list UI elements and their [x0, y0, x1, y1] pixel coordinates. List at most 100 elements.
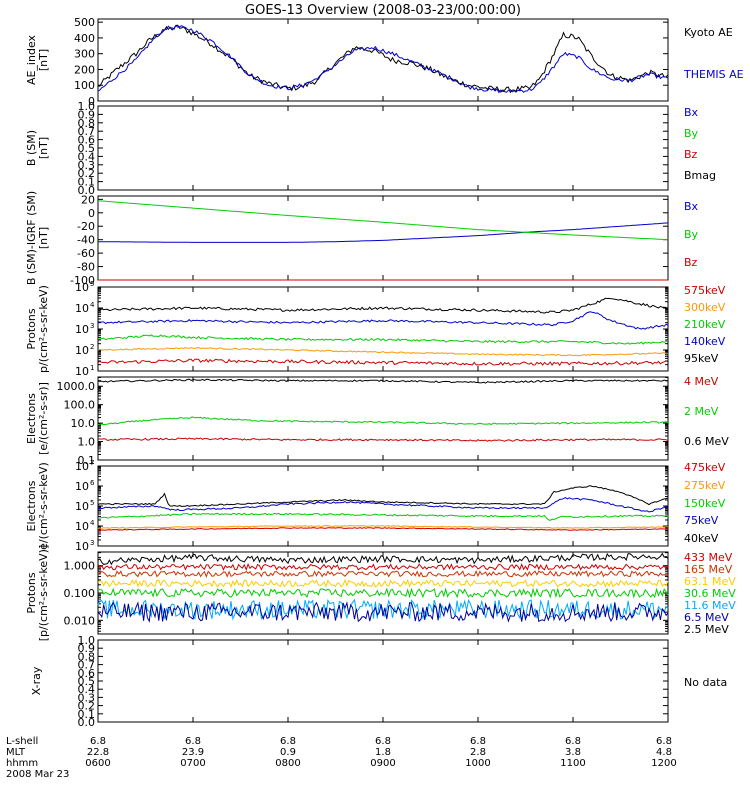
series-line-protons1-210keV — [98, 334, 669, 345]
ytick-exp-electrons2: 7 — [90, 459, 94, 467]
ytick-label-electrons1: 10.0 — [71, 417, 96, 430]
series-line-electrons1-0.6-MeV — [98, 378, 669, 384]
ylabel-electrons2: Electrons — [25, 480, 38, 531]
ytick-label-protons1: 10 — [75, 323, 89, 336]
legend-electrons2-275keV: 275keV — [684, 479, 726, 492]
ylabel-electrons1: [e/(cm²-s-sr)] — [37, 382, 50, 455]
ytick-label-protons1: 10 — [75, 302, 89, 315]
legend-electrons2-40keV: 40keV — [684, 532, 719, 545]
ytick-label-bigrf: -100 — [70, 274, 95, 287]
xaxis-row-value: 0800 — [275, 758, 300, 769]
series-line-electrons1-2-MeV — [97, 416, 669, 426]
series-line-protons2-165-MeV — [97, 569, 669, 579]
xaxis-row-value: 6.8 — [565, 736, 581, 747]
legend-protons2-6.5-MeV: 6.5 MeV — [684, 611, 729, 624]
ytick-exp-protons1: 3 — [90, 322, 94, 330]
series-line-electrons2-75keV — [97, 497, 669, 513]
legend-electrons2-75keV: 75keV — [684, 514, 719, 527]
ytick-label-ae: 100 — [74, 79, 95, 92]
ytick-label-bigrf: 20 — [81, 193, 95, 206]
series-line-electrons2-475keV — [97, 527, 669, 531]
ylabel-protons1: Protons — [25, 308, 38, 349]
ytick-label-ae: 0 — [88, 95, 95, 108]
ytick-label-protons2: 1.000 — [64, 560, 96, 573]
xaxis-row-value: 0.9 — [280, 747, 296, 758]
legend-ae-THEMIS-AE: THEMIS AE — [683, 68, 744, 81]
ytick-label-bigrf: -80 — [77, 261, 95, 274]
series-line-ae-Kyoto-AE — [97, 24, 669, 94]
ytick-label-xray: 0.9 — [78, 642, 96, 655]
ytick-label-bigrf: -40 — [77, 234, 95, 247]
ytick-label-ae: 300 — [74, 48, 95, 61]
ytick-label-bsm: 0.6 — [78, 134, 96, 147]
ytick-label-xray: 0.8 — [78, 650, 96, 663]
ylabel-protons2: Protons — [25, 572, 38, 613]
legend-bsm-By: By — [684, 127, 699, 140]
series-line-bigrf-By — [97, 200, 669, 241]
series-line-protons1-575keV — [97, 358, 669, 367]
legend-electrons2-150keV: 150keV — [684, 497, 726, 510]
legend-protons2-433-MeV: 433 MeV — [684, 551, 733, 564]
series-line-protons2-11.6-MeV — [97, 598, 669, 621]
ytick-label-electrons1: 1000.0 — [57, 380, 96, 393]
ylabel-ae: AE_index — [25, 34, 38, 85]
ytick-label-xray: 0.0 — [78, 716, 96, 729]
legend-bigrf-Bz: Bz — [684, 256, 698, 269]
series-line-electrons2-150keV — [97, 512, 669, 521]
ytick-label-ae: 200 — [74, 63, 95, 76]
ytick-exp-protons1: 2 — [90, 343, 94, 351]
ytick-label-bsm: 0.2 — [78, 167, 96, 180]
ytick-exp-electrons2: 5 — [90, 499, 94, 507]
legend-electrons1-0.6-MeV: 0.6 MeV — [684, 435, 729, 448]
series-line-bigrf-Bx — [98, 222, 669, 243]
ytick-label-bsm: 0.8 — [78, 117, 96, 130]
series-line-protons2-433-MeV — [97, 562, 669, 572]
xaxis-row-value: 3.8 — [565, 747, 581, 758]
ytick-exp-protons1: 4 — [90, 301, 95, 309]
ytick-label-bsm: 1.0 — [78, 100, 96, 113]
ytick-label-bsm: 0.7 — [78, 125, 96, 138]
panel-frame-protons1 — [97, 286, 669, 372]
xaxis-row-value: 22.8 — [87, 747, 109, 758]
legend-xray-No-data: No data — [684, 676, 727, 689]
ytick-label-bsm: 0.3 — [78, 159, 96, 172]
ytick-label-protons2: 0.010 — [64, 614, 96, 627]
xaxis-row-value: 1100 — [560, 758, 585, 769]
legend-protons1-575keV: 575keV — [684, 284, 726, 297]
series-line-protons2-63.1-MeV — [97, 578, 669, 588]
legend-electrons1-4-MeV: 4 MeV — [684, 375, 719, 388]
series-line-electrons2-40keV — [97, 485, 669, 508]
series-line-protons2-30.6-MeV — [97, 587, 669, 599]
ytick-label-electrons1: 100.0 — [64, 399, 96, 412]
legend-protons2-165-MeV: 165 MeV — [684, 563, 733, 576]
ytick-label-electrons2: 10 — [75, 540, 89, 553]
ylabel-bigrf: B (SM)-IGRF (SM) — [25, 191, 38, 285]
xaxis-row-value: 1200 — [651, 758, 676, 769]
legend-protons1-300keV: 300keV — [684, 301, 726, 314]
series-line-ae-THEMIS-AE — [97, 24, 669, 94]
ytick-label-electrons1: 0.1 — [78, 454, 96, 467]
ytick-label-bigrf: -20 — [77, 220, 95, 233]
ytick-label-electrons1: 1.0 — [78, 436, 96, 449]
ytick-label-bsm: 0.4 — [78, 150, 96, 163]
ytick-label-bsm: 0.1 — [78, 176, 96, 189]
xaxis-row-value: 0900 — [370, 758, 395, 769]
legend-protons2-2.5-MeV: 2.5 MeV — [684, 623, 729, 636]
series-line-electrons1-4-MeV — [97, 437, 669, 442]
legend-protons2-63.1-MeV: 63.1 MeV — [684, 575, 736, 588]
ytick-exp-electrons2: 3 — [90, 539, 94, 547]
ytick-label-electrons2: 10 — [75, 460, 89, 473]
xaxis-row-value: 1.8 — [375, 747, 391, 758]
xaxis-row-value: 23.9 — [182, 747, 204, 758]
ytick-label-protons1: 10 — [75, 365, 89, 378]
xaxis-row-value: 6.8 — [90, 736, 106, 747]
ytick-label-bigrf: 0 — [88, 207, 95, 220]
panel-frame-bsm — [97, 105, 669, 191]
ytick-label-xray: 0.1 — [78, 708, 96, 721]
series-line-protons2-2.5-MeV — [97, 552, 669, 566]
chart-title: GOES-13 Overview (2008-03-23/00:00:00) — [245, 3, 521, 18]
xaxis-row-value: 6.8 — [470, 736, 486, 747]
xaxis-row-label: MLT — [6, 747, 26, 758]
ytick-label-xray: 1.0 — [78, 634, 96, 647]
ytick-label-protons1: 10 — [75, 281, 89, 294]
